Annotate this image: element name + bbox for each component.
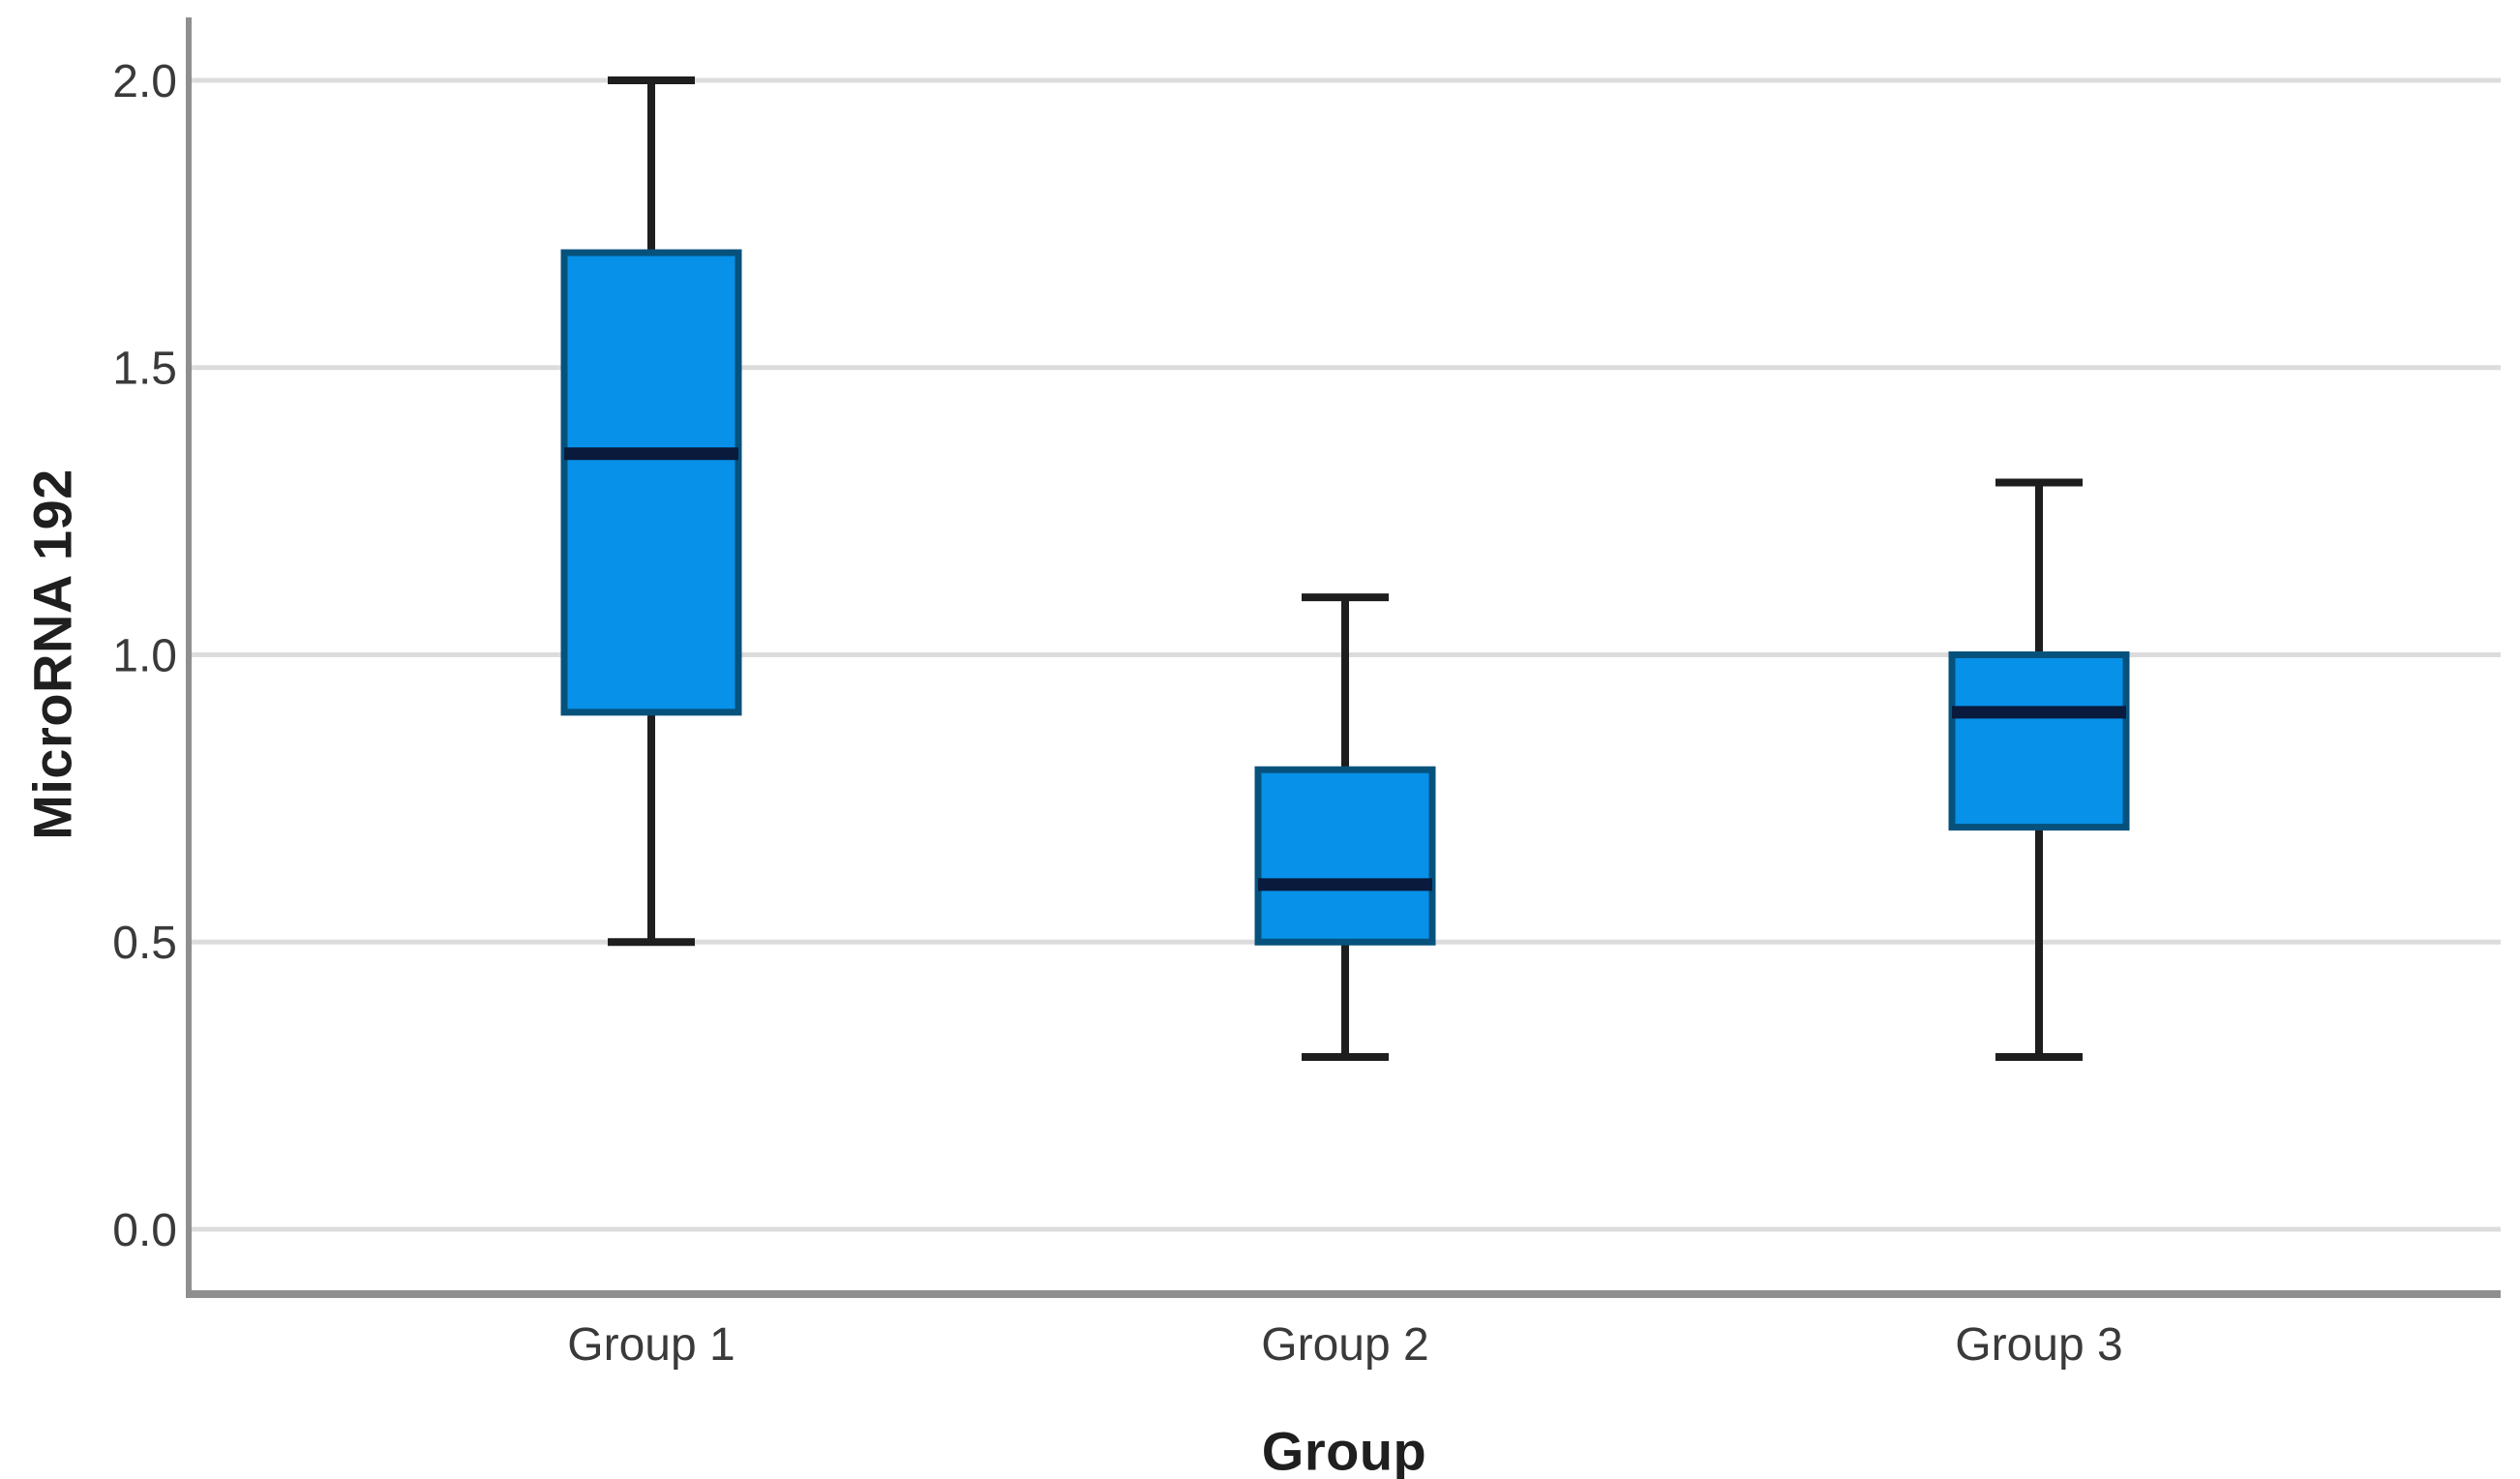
x-axis-title: Group	[1261, 1420, 1427, 1479]
y-axis-title: MicroRNA 192	[21, 468, 83, 840]
y-tick-label-1.0: 1.0	[112, 630, 177, 681]
box-group-1	[560, 249, 742, 716]
y-tick-label-0.0: 0.0	[112, 1205, 177, 1256]
y-tick-label-0.5: 0.5	[112, 918, 177, 969]
y-tick-label-1.5: 1.5	[112, 344, 177, 395]
x-tick-label-group-3: Group 3	[1955, 1319, 2122, 1371]
y-tick-label-2.0: 2.0	[112, 56, 177, 107]
box-group-3	[1948, 651, 2130, 831]
x-tick-label-group-1: Group 1	[567, 1319, 735, 1371]
box-group-2	[1254, 766, 1436, 946]
x-tick-label-group-2: Group 2	[1261, 1319, 1428, 1371]
